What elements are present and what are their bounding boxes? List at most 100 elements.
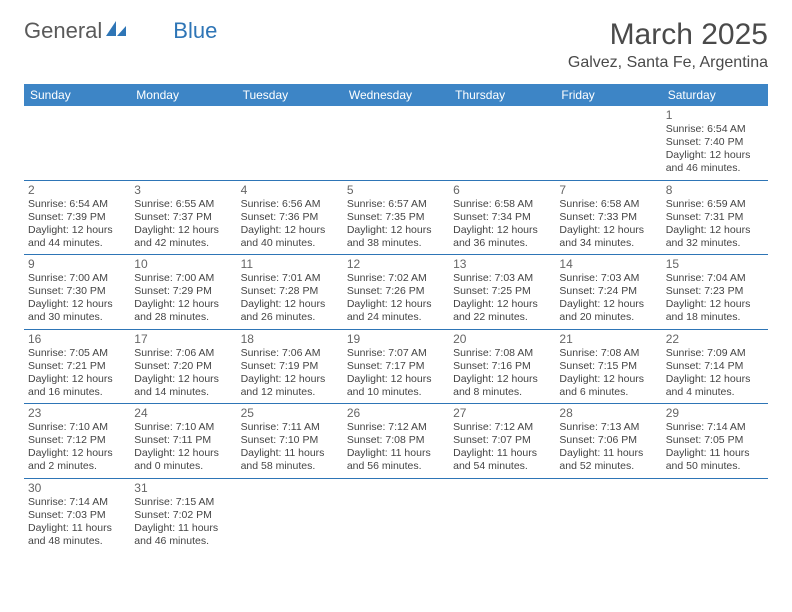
day-cell: 2Sunrise: 6:54 AMSunset: 7:39 PMDaylight… <box>24 180 130 255</box>
empty-cell <box>237 478 343 552</box>
day-number: 16 <box>28 332 126 346</box>
calendar-row: 30Sunrise: 7:14 AMSunset: 7:03 PMDayligh… <box>24 478 768 552</box>
day-info: Sunrise: 7:02 AMSunset: 7:26 PMDaylight:… <box>347 272 445 325</box>
day-cell: 16Sunrise: 7:05 AMSunset: 7:21 PMDayligh… <box>24 329 130 404</box>
day-cell: 5Sunrise: 6:57 AMSunset: 7:35 PMDaylight… <box>343 180 449 255</box>
day-info: Sunrise: 7:05 AMSunset: 7:21 PMDaylight:… <box>28 347 126 400</box>
day-cell: 25Sunrise: 7:11 AMSunset: 7:10 PMDayligh… <box>237 404 343 479</box>
day-number: 8 <box>666 183 764 197</box>
day-cell: 3Sunrise: 6:55 AMSunset: 7:37 PMDaylight… <box>130 180 236 255</box>
day-cell: 7Sunrise: 6:58 AMSunset: 7:33 PMDaylight… <box>555 180 661 255</box>
day-cell: 12Sunrise: 7:02 AMSunset: 7:26 PMDayligh… <box>343 255 449 330</box>
day-cell: 27Sunrise: 7:12 AMSunset: 7:07 PMDayligh… <box>449 404 555 479</box>
day-info: Sunrise: 6:57 AMSunset: 7:35 PMDaylight:… <box>347 198 445 251</box>
day-info: Sunrise: 6:54 AMSunset: 7:39 PMDaylight:… <box>28 198 126 251</box>
day-info: Sunrise: 7:11 AMSunset: 7:10 PMDaylight:… <box>241 421 339 474</box>
col-friday: Friday <box>555 84 661 106</box>
day-info: Sunrise: 7:04 AMSunset: 7:23 PMDaylight:… <box>666 272 764 325</box>
day-number: 7 <box>559 183 657 197</box>
day-info: Sunrise: 7:08 AMSunset: 7:16 PMDaylight:… <box>453 347 551 400</box>
day-number: 12 <box>347 257 445 271</box>
day-cell: 14Sunrise: 7:03 AMSunset: 7:24 PMDayligh… <box>555 255 661 330</box>
day-number: 30 <box>28 481 126 495</box>
day-cell: 10Sunrise: 7:00 AMSunset: 7:29 PMDayligh… <box>130 255 236 330</box>
day-cell: 17Sunrise: 7:06 AMSunset: 7:20 PMDayligh… <box>130 329 236 404</box>
day-cell: 26Sunrise: 7:12 AMSunset: 7:08 PMDayligh… <box>343 404 449 479</box>
day-number: 19 <box>347 332 445 346</box>
brand-logo: General Blue <box>24 18 217 44</box>
empty-cell <box>24 106 130 180</box>
calendar-row: 23Sunrise: 7:10 AMSunset: 7:12 PMDayligh… <box>24 404 768 479</box>
day-info: Sunrise: 7:00 AMSunset: 7:30 PMDaylight:… <box>28 272 126 325</box>
day-info: Sunrise: 7:03 AMSunset: 7:24 PMDaylight:… <box>559 272 657 325</box>
empty-cell <box>555 478 661 552</box>
day-number: 13 <box>453 257 551 271</box>
empty-cell <box>343 478 449 552</box>
day-info: Sunrise: 7:10 AMSunset: 7:12 PMDaylight:… <box>28 421 126 474</box>
day-number: 26 <box>347 406 445 420</box>
calendar-row: 9Sunrise: 7:00 AMSunset: 7:30 PMDaylight… <box>24 255 768 330</box>
day-number: 28 <box>559 406 657 420</box>
calendar-table: Sunday Monday Tuesday Wednesday Thursday… <box>24 84 768 552</box>
day-info: Sunrise: 7:13 AMSunset: 7:06 PMDaylight:… <box>559 421 657 474</box>
day-cell: 23Sunrise: 7:10 AMSunset: 7:12 PMDayligh… <box>24 404 130 479</box>
day-cell: 29Sunrise: 7:14 AMSunset: 7:05 PMDayligh… <box>662 404 768 479</box>
day-number: 2 <box>28 183 126 197</box>
day-cell: 21Sunrise: 7:08 AMSunset: 7:15 PMDayligh… <box>555 329 661 404</box>
empty-cell <box>343 106 449 180</box>
day-number: 9 <box>28 257 126 271</box>
day-info: Sunrise: 6:58 AMSunset: 7:34 PMDaylight:… <box>453 198 551 251</box>
day-cell: 31Sunrise: 7:15 AMSunset: 7:02 PMDayligh… <box>130 478 236 552</box>
day-cell: 4Sunrise: 6:56 AMSunset: 7:36 PMDaylight… <box>237 180 343 255</box>
day-cell: 6Sunrise: 6:58 AMSunset: 7:34 PMDaylight… <box>449 180 555 255</box>
empty-cell <box>449 478 555 552</box>
day-number: 6 <box>453 183 551 197</box>
day-info: Sunrise: 7:10 AMSunset: 7:11 PMDaylight:… <box>134 421 232 474</box>
day-number: 25 <box>241 406 339 420</box>
col-thursday: Thursday <box>449 84 555 106</box>
day-cell: 30Sunrise: 7:14 AMSunset: 7:03 PMDayligh… <box>24 478 130 552</box>
day-cell: 1Sunrise: 6:54 AMSunset: 7:40 PMDaylight… <box>662 106 768 180</box>
day-info: Sunrise: 6:56 AMSunset: 7:36 PMDaylight:… <box>241 198 339 251</box>
col-tuesday: Tuesday <box>237 84 343 106</box>
day-info: Sunrise: 7:14 AMSunset: 7:05 PMDaylight:… <box>666 421 764 474</box>
day-number: 22 <box>666 332 764 346</box>
day-info: Sunrise: 7:08 AMSunset: 7:15 PMDaylight:… <box>559 347 657 400</box>
day-cell: 28Sunrise: 7:13 AMSunset: 7:06 PMDayligh… <box>555 404 661 479</box>
col-monday: Monday <box>130 84 236 106</box>
day-info: Sunrise: 7:15 AMSunset: 7:02 PMDaylight:… <box>134 496 232 549</box>
day-number: 5 <box>347 183 445 197</box>
empty-cell <box>130 106 236 180</box>
day-cell: 9Sunrise: 7:00 AMSunset: 7:30 PMDaylight… <box>24 255 130 330</box>
day-number: 31 <box>134 481 232 495</box>
day-number: 27 <box>453 406 551 420</box>
calendar-row: 16Sunrise: 7:05 AMSunset: 7:21 PMDayligh… <box>24 329 768 404</box>
day-info: Sunrise: 6:58 AMSunset: 7:33 PMDaylight:… <box>559 198 657 251</box>
day-cell: 24Sunrise: 7:10 AMSunset: 7:11 PMDayligh… <box>130 404 236 479</box>
brand-part2: Blue <box>173 18 217 44</box>
day-number: 24 <box>134 406 232 420</box>
day-number: 18 <box>241 332 339 346</box>
day-info: Sunrise: 7:00 AMSunset: 7:29 PMDaylight:… <box>134 272 232 325</box>
day-number: 10 <box>134 257 232 271</box>
day-info: Sunrise: 7:06 AMSunset: 7:19 PMDaylight:… <box>241 347 339 400</box>
day-info: Sunrise: 7:06 AMSunset: 7:20 PMDaylight:… <box>134 347 232 400</box>
day-number: 17 <box>134 332 232 346</box>
day-number: 23 <box>28 406 126 420</box>
day-number: 15 <box>666 257 764 271</box>
empty-cell <box>237 106 343 180</box>
day-cell: 11Sunrise: 7:01 AMSunset: 7:28 PMDayligh… <box>237 255 343 330</box>
day-cell: 15Sunrise: 7:04 AMSunset: 7:23 PMDayligh… <box>662 255 768 330</box>
day-number: 20 <box>453 332 551 346</box>
day-number: 1 <box>666 108 764 122</box>
day-number: 3 <box>134 183 232 197</box>
day-info: Sunrise: 7:01 AMSunset: 7:28 PMDaylight:… <box>241 272 339 325</box>
day-cell: 8Sunrise: 6:59 AMSunset: 7:31 PMDaylight… <box>662 180 768 255</box>
calendar-body: 1Sunrise: 6:54 AMSunset: 7:40 PMDaylight… <box>24 106 768 552</box>
day-number: 14 <box>559 257 657 271</box>
day-info: Sunrise: 7:14 AMSunset: 7:03 PMDaylight:… <box>28 496 126 549</box>
empty-cell <box>662 478 768 552</box>
calendar-row: 1Sunrise: 6:54 AMSunset: 7:40 PMDaylight… <box>24 106 768 180</box>
day-number: 4 <box>241 183 339 197</box>
sail-icon <box>105 20 127 38</box>
